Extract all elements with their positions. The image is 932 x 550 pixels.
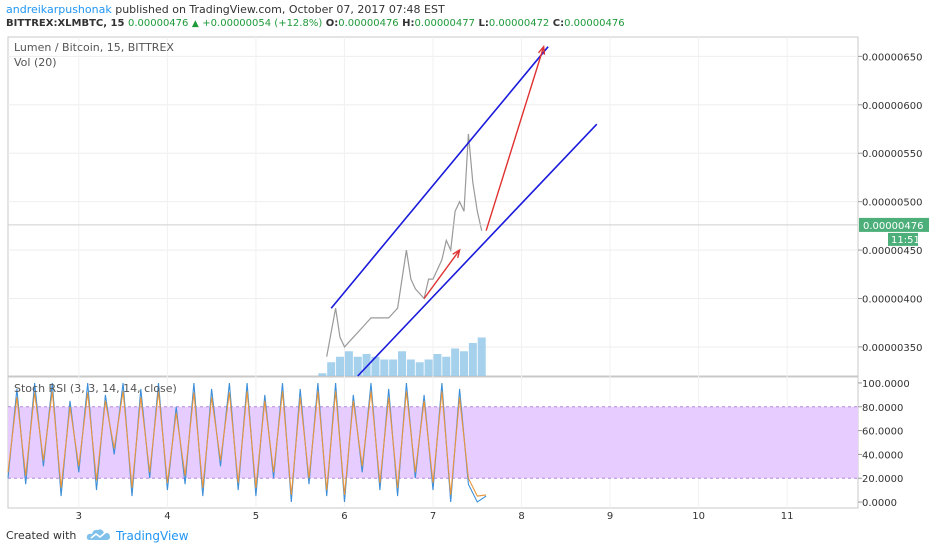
- stoch-k-line: [7, 382, 487, 503]
- open-label: O:: [325, 18, 339, 29]
- volume-bar: [353, 356, 362, 376]
- open-value: 0.00000476: [338, 18, 399, 29]
- volume-bar: [406, 359, 415, 376]
- time-tick-label: 4: [164, 511, 170, 520]
- volume-bar: [327, 362, 336, 376]
- footer: Created with TradingView: [0, 520, 932, 550]
- upper-channel-line: [330, 46, 549, 309]
- volume-bar: [459, 351, 468, 376]
- countdown-tag-label: 11:51: [891, 235, 920, 246]
- low-label: L:: [478, 18, 489, 29]
- volume-bar: [344, 351, 353, 376]
- volume-bar: [468, 343, 477, 376]
- countdown-tag: [888, 232, 918, 246]
- price-tick-label: 0.00000400: [862, 295, 922, 306]
- volume-bar: [415, 362, 424, 376]
- stoch-tick-label: 0.0000: [862, 498, 897, 509]
- short-arrow: [423, 249, 461, 299]
- volume-bar: [477, 337, 486, 376]
- volume-bar: [362, 354, 371, 376]
- long-arrow-head: [537, 44, 546, 55]
- author-link[interactable]: andreikarpushonak: [6, 3, 112, 16]
- price-plot: [8, 133, 858, 357]
- tradingview-cloud-icon[interactable]: [86, 527, 112, 543]
- tradingview-brand[interactable]: TradingView: [116, 529, 189, 543]
- volume-bars: [318, 337, 486, 376]
- chart-title: Lumen / Bitcoin, 15, BITTREX: [14, 41, 174, 54]
- price-series-line: [326, 133, 483, 357]
- stoch-band: [8, 406, 858, 479]
- stoch-d-line: [7, 391, 487, 497]
- volume-bar: [424, 359, 433, 376]
- last-price-tag-label: 0.00000476: [863, 221, 923, 232]
- long-arrow: [485, 46, 545, 231]
- volume-bar: [336, 356, 345, 376]
- short-arrow-head: [452, 248, 461, 259]
- volume-bar: [318, 373, 327, 376]
- close-label: C:: [552, 18, 565, 29]
- volume-bar: [433, 354, 442, 376]
- created-with-text: Created with: [6, 529, 77, 542]
- ohlc-line: BITTREX:XLMBTC, 15 0.00000476 ▲ +0.00000…: [6, 18, 625, 29]
- time-tick-label: 3: [76, 511, 82, 520]
- price-tick-label: 0.00000350: [862, 343, 922, 354]
- trend-drawings: [330, 44, 598, 377]
- time-tick-label: 6: [341, 511, 347, 520]
- stoch-band-fill: [8, 406, 858, 479]
- volume-bar: [398, 351, 407, 376]
- price-tags: 0.00000476 11:51: [859, 217, 929, 246]
- time-tick-label: 7: [430, 511, 436, 520]
- chart-header: andreikarpushonak published on TradingVi…: [0, 0, 932, 36]
- chart-canvas[interactable]: 0.00000350 0.00000400 0.00000450 0.00000500…: [0, 34, 932, 520]
- last-price-tag: [859, 217, 929, 232]
- time-tick-label: 8: [518, 511, 524, 520]
- price-tick-label: 0.00000550: [862, 149, 922, 160]
- volume-bar: [389, 359, 398, 376]
- time-tick-label: 11: [781, 511, 794, 520]
- low-value: 0.00000472: [488, 18, 550, 29]
- time-tick-label: 5: [253, 511, 259, 520]
- price-tick-label: 0.00000500: [862, 198, 922, 209]
- volume-bar: [371, 356, 380, 376]
- time-tick-label: 10: [692, 511, 705, 520]
- stoch-tick-label: 40.0000: [862, 450, 903, 461]
- stoch-tick-label: 60.0000: [862, 427, 903, 438]
- up-triangle-icon: ▲: [191, 19, 199, 29]
- time-tick-label: 9: [607, 511, 613, 520]
- axes: 0.00000350 0.00000400 0.00000450 0.00000500…: [76, 52, 923, 520]
- stoch-title: Stoch RSI (3, 3, 14, 14, close): [14, 382, 177, 395]
- price-tick-label: 0.00000650: [862, 52, 922, 63]
- close-value: 0.00000476: [564, 18, 625, 29]
- stoch-tick-label: 80.0000: [862, 403, 903, 414]
- price-tick-label: 0.00000450: [862, 246, 922, 257]
- publish-line: andreikarpushonak published on TradingVi…: [6, 3, 445, 16]
- high-label: H:: [402, 18, 415, 29]
- last-price: 0.00000476: [127, 18, 189, 29]
- stoch-tick-label: 20.0000: [862, 474, 903, 485]
- price-change: +0.00000054 (+12.8%): [202, 18, 323, 29]
- price-tick-label: 0.00000600: [862, 101, 922, 112]
- stoch-plot: [7, 382, 487, 503]
- lower-channel-line: [357, 123, 598, 377]
- volume-bar: [442, 356, 451, 376]
- volume-bar: [451, 348, 460, 376]
- high-value: 0.00000477: [414, 18, 475, 29]
- volume-label: Vol (20): [14, 56, 57, 69]
- volume-bar: [380, 359, 389, 376]
- stoch-tick-label: 100.0000: [862, 379, 910, 390]
- published-text: published on TradingView.com, October 07…: [115, 3, 445, 16]
- symbol-label: BITTREX:XLMBTC, 15: [6, 18, 125, 29]
